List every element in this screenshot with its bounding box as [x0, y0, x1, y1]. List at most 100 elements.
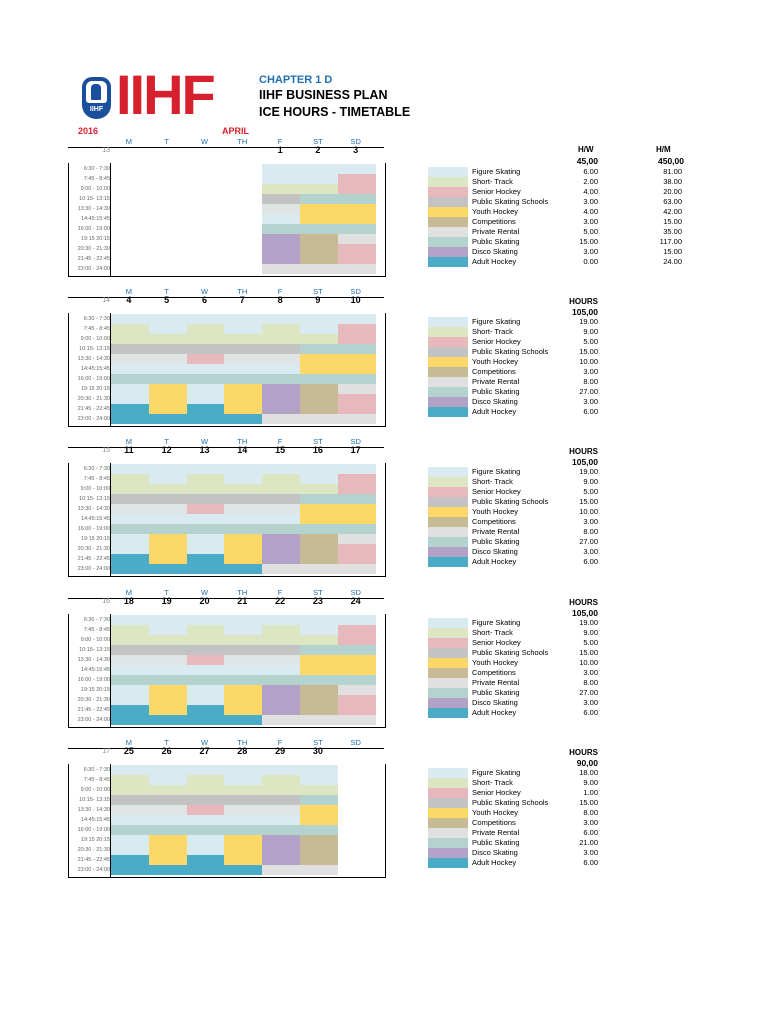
schedule-cell[interactable]	[111, 675, 149, 685]
schedule-cell[interactable]	[262, 825, 300, 835]
schedule-cell[interactable]	[300, 665, 338, 675]
schedule-cell[interactable]	[337, 695, 376, 705]
schedule-cell[interactable]	[111, 414, 149, 424]
schedule-cell[interactable]	[186, 384, 225, 394]
schedule-cell[interactable]	[224, 474, 263, 484]
schedule-cell[interactable]	[186, 845, 225, 855]
schedule-cell[interactable]	[111, 564, 149, 574]
schedule-cell[interactable]	[111, 685, 149, 695]
schedule-cell[interactable]	[262, 765, 300, 775]
schedule-cell[interactable]	[111, 334, 149, 344]
schedule-cell[interactable]	[337, 374, 376, 384]
schedule-cell[interactable]	[186, 675, 225, 685]
schedule-cell[interactable]	[337, 244, 376, 254]
schedule-cell[interactable]	[186, 615, 225, 625]
schedule-cell[interactable]	[337, 655, 376, 665]
schedule-cell[interactable]	[300, 234, 338, 244]
schedule-cell[interactable]	[337, 645, 376, 655]
schedule-cell[interactable]	[111, 504, 149, 514]
schedule-cell[interactable]	[337, 364, 376, 374]
schedule-cell[interactable]	[111, 665, 149, 675]
schedule-cell[interactable]	[262, 695, 300, 705]
schedule-cell[interactable]	[186, 765, 225, 775]
schedule-cell[interactable]	[262, 554, 300, 564]
schedule-cell[interactable]	[224, 364, 263, 374]
schedule-cell[interactable]	[300, 184, 338, 194]
schedule-cell[interactable]	[224, 464, 263, 474]
schedule-cell[interactable]	[300, 494, 338, 504]
schedule-cell[interactable]	[186, 645, 225, 655]
schedule-cell[interactable]	[224, 334, 263, 344]
schedule-cell[interactable]	[224, 865, 263, 875]
schedule-cell[interactable]	[148, 484, 187, 494]
schedule-cell[interactable]	[224, 685, 263, 695]
schedule-cell[interactable]	[300, 845, 338, 855]
schedule-cell[interactable]	[262, 685, 300, 695]
schedule-cell[interactable]	[148, 384, 187, 394]
schedule-cell[interactable]	[148, 544, 187, 554]
schedule-cell[interactable]	[186, 785, 225, 795]
schedule-cell[interactable]	[111, 775, 149, 785]
schedule-cell[interactable]	[300, 334, 338, 344]
schedule-cell[interactable]	[148, 665, 187, 675]
schedule-cell[interactable]	[186, 865, 225, 875]
schedule-cell[interactable]	[262, 635, 300, 645]
schedule-cell[interactable]	[186, 855, 225, 865]
schedule-cell[interactable]	[111, 514, 149, 524]
schedule-cell[interactable]	[262, 715, 300, 725]
schedule-cell[interactable]	[148, 635, 187, 645]
schedule-cell[interactable]	[262, 775, 300, 785]
schedule-cell[interactable]	[111, 645, 149, 655]
schedule-cell[interactable]	[300, 394, 338, 404]
schedule-cell[interactable]	[186, 474, 225, 484]
schedule-cell[interactable]	[300, 625, 338, 635]
schedule-cell[interactable]	[262, 354, 300, 364]
schedule-cell[interactable]	[186, 655, 225, 665]
schedule-cell[interactable]	[148, 765, 187, 775]
schedule-cell[interactable]	[186, 775, 225, 785]
schedule-cell[interactable]	[111, 815, 149, 825]
schedule-cell[interactable]	[300, 414, 338, 424]
schedule-cell[interactable]	[337, 464, 376, 474]
schedule-cell[interactable]	[111, 364, 149, 374]
schedule-cell[interactable]	[224, 324, 263, 334]
schedule-cell[interactable]	[148, 564, 187, 574]
schedule-cell[interactable]	[262, 835, 300, 845]
schedule-cell[interactable]	[186, 484, 225, 494]
schedule-cell[interactable]	[186, 414, 225, 424]
schedule-cell[interactable]	[337, 484, 376, 494]
schedule-cell[interactable]	[111, 404, 149, 414]
schedule-cell[interactable]	[111, 795, 149, 805]
schedule-cell[interactable]	[186, 314, 225, 324]
schedule-cell[interactable]	[224, 675, 263, 685]
schedule-cell[interactable]	[337, 524, 376, 534]
schedule-cell[interactable]	[224, 504, 263, 514]
schedule-cell[interactable]	[224, 795, 263, 805]
schedule-cell[interactable]	[224, 354, 263, 364]
schedule-cell[interactable]	[337, 685, 376, 695]
schedule-cell[interactable]	[337, 534, 376, 544]
schedule-cell[interactable]	[186, 344, 225, 354]
schedule-cell[interactable]	[262, 174, 300, 184]
schedule-cell[interactable]	[224, 765, 263, 775]
schedule-cell[interactable]	[111, 484, 149, 494]
schedule-cell[interactable]	[224, 534, 263, 544]
schedule-cell[interactable]	[148, 695, 187, 705]
schedule-cell[interactable]	[224, 635, 263, 645]
schedule-cell[interactable]	[111, 464, 149, 474]
schedule-cell[interactable]	[148, 354, 187, 364]
schedule-cell[interactable]	[300, 655, 338, 665]
schedule-cell[interactable]	[337, 214, 376, 224]
schedule-cell[interactable]	[224, 815, 263, 825]
schedule-cell[interactable]	[186, 514, 225, 524]
schedule-cell[interactable]	[337, 474, 376, 484]
schedule-cell[interactable]	[300, 805, 338, 815]
schedule-cell[interactable]	[224, 344, 263, 354]
schedule-cell[interactable]	[111, 354, 149, 364]
schedule-cell[interactable]	[148, 344, 187, 354]
schedule-cell[interactable]	[148, 785, 187, 795]
schedule-cell[interactable]	[262, 655, 300, 665]
schedule-cell[interactable]	[111, 825, 149, 835]
schedule-cell[interactable]	[337, 234, 376, 244]
schedule-cell[interactable]	[148, 835, 187, 845]
